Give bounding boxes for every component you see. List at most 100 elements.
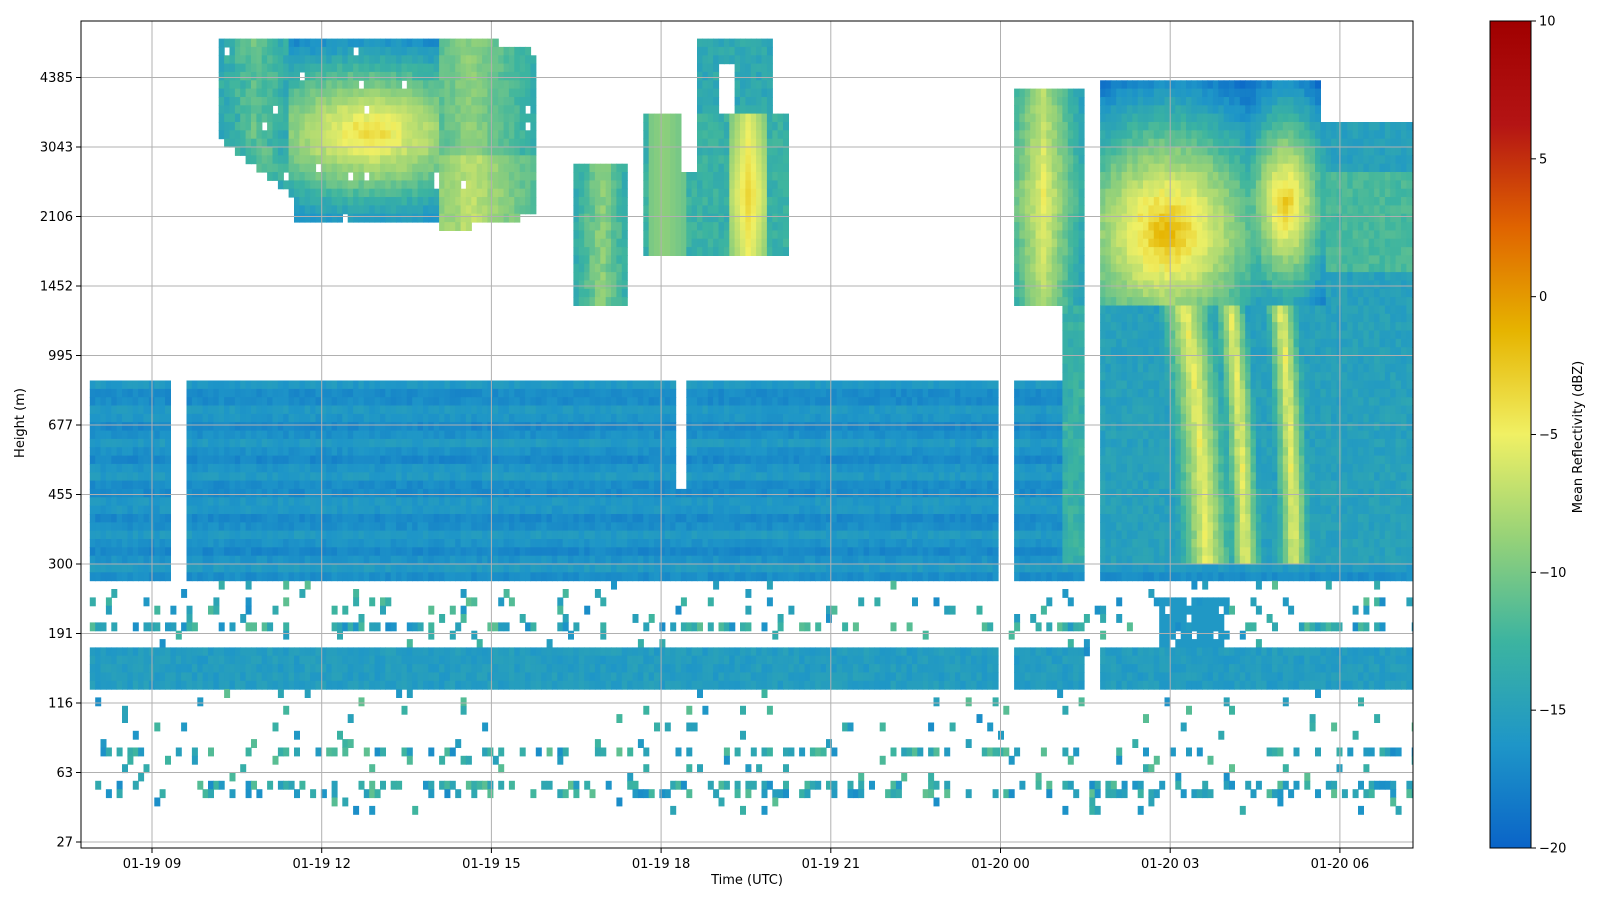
heatmap-cell: [450, 481, 456, 490]
heatmap-cell: [547, 481, 553, 490]
heatmap-cell: [364, 456, 370, 465]
heatmap-cell: [316, 456, 322, 465]
heatmap-cell: [375, 80, 381, 89]
heatmap-cell: [643, 647, 649, 656]
heatmap-cell: [101, 472, 107, 481]
heatmap-cell: [391, 456, 397, 465]
heatmap-cell: [380, 564, 386, 573]
heatmap-cell: [498, 55, 504, 64]
heatmap-cell: [616, 564, 622, 573]
heatmap-cell: [434, 522, 440, 531]
heatmap-cell: [514, 439, 520, 448]
heatmap-cell: [466, 664, 472, 673]
heatmap-cell: [697, 89, 703, 98]
heatmap-cell: [536, 522, 542, 531]
heatmap-cell: [278, 130, 284, 139]
heatmap-cell: [697, 47, 703, 56]
heatmap-cell: [573, 447, 579, 456]
heatmap-cell: [326, 681, 332, 690]
heatmap-cell: [283, 72, 289, 81]
heatmap-cell: [342, 55, 348, 64]
heatmap-cell: [584, 522, 590, 531]
heatmap-cell: [697, 230, 703, 239]
heatmap-cell: [144, 422, 150, 431]
heatmap-cell: [122, 397, 128, 406]
heatmap-cell: [638, 397, 644, 406]
heatmap-cell: [611, 180, 617, 189]
heatmap-cell: [434, 97, 440, 106]
heatmap-cell: [686, 706, 692, 715]
heatmap-cell: [606, 664, 612, 673]
heatmap-cell: [702, 172, 708, 181]
heatmap-cell: [514, 506, 520, 515]
heatmap-cell: [552, 472, 558, 481]
heatmap-cell: [278, 556, 284, 565]
heatmap-cell: [504, 389, 510, 398]
heatmap-cell: [342, 197, 348, 206]
heatmap-cell: [439, 381, 445, 390]
heatmap-cell: [514, 681, 520, 690]
heatmap-cell: [407, 481, 413, 498]
heatmap-cell: [590, 481, 596, 490]
heatmap-cell: [326, 656, 332, 665]
heatmap-cell: [256, 147, 262, 156]
heatmap-cell: [520, 197, 526, 206]
heatmap-cell: [165, 414, 171, 423]
heatmap-cell: [455, 506, 461, 515]
heatmap-cell: [622, 431, 628, 440]
heatmap-cell: [310, 447, 316, 456]
heatmap-cell: [106, 489, 112, 498]
heatmap-cell: [525, 180, 531, 189]
heatmap-cell: [256, 481, 262, 490]
heatmap-cell: [466, 139, 472, 148]
heatmap-cell: [219, 781, 225, 790]
heatmap-cell: [342, 531, 348, 540]
heatmap-cell: [708, 681, 714, 690]
heatmap-cell: [493, 189, 499, 198]
heatmap-cell: [643, 431, 649, 440]
heatmap-cell: [230, 39, 236, 48]
heatmap-cell: [590, 556, 596, 565]
heatmap-cell: [154, 497, 160, 506]
heatmap-cell: [557, 481, 563, 490]
heatmap-cell: [160, 672, 166, 681]
heatmap-cell: [138, 406, 144, 415]
heatmap-cell: [369, 164, 375, 173]
heatmap-cell: [138, 472, 144, 481]
heatmap-cell: [428, 114, 434, 123]
heatmap-cell: [348, 155, 354, 164]
heatmap-cell: [611, 205, 617, 214]
heatmap-cell: [299, 647, 305, 656]
heatmap-cell: [305, 422, 311, 431]
heatmap-cell: [273, 389, 279, 398]
heatmap-cell: [547, 439, 553, 448]
heatmap-cell: [95, 481, 101, 490]
heatmap-cell: [697, 764, 703, 773]
heatmap-cell: [402, 114, 408, 123]
heatmap-cell: [256, 672, 262, 681]
heatmap-cell: [493, 447, 499, 456]
heatmap-cell: [246, 789, 252, 798]
heatmap-cell: [681, 597, 687, 606]
heatmap-cell: [444, 197, 450, 206]
heatmap-cell: [509, 431, 515, 440]
heatmap-cell: [418, 205, 424, 214]
heatmap-cell: [267, 164, 273, 173]
heatmap-cell: [106, 481, 112, 490]
heatmap-cell: [643, 122, 649, 131]
heatmap-cell: [256, 72, 262, 81]
heatmap-cell: [563, 489, 569, 498]
heatmap-cell: [487, 456, 493, 465]
heatmap-cell: [568, 531, 574, 540]
heatmap-cell: [246, 581, 252, 590]
heatmap-cell: [364, 180, 370, 189]
heatmap-cell: [353, 122, 359, 131]
heatmap-cell: [369, 556, 375, 565]
heatmap-cell: [396, 564, 402, 573]
heatmap-cell: [369, 447, 375, 456]
heatmap-cell: [595, 506, 601, 515]
heatmap-cell: [428, 89, 434, 98]
heatmap-cell: [471, 631, 477, 640]
heatmap-cell: [536, 497, 542, 506]
heatmap-cell: [482, 406, 488, 415]
